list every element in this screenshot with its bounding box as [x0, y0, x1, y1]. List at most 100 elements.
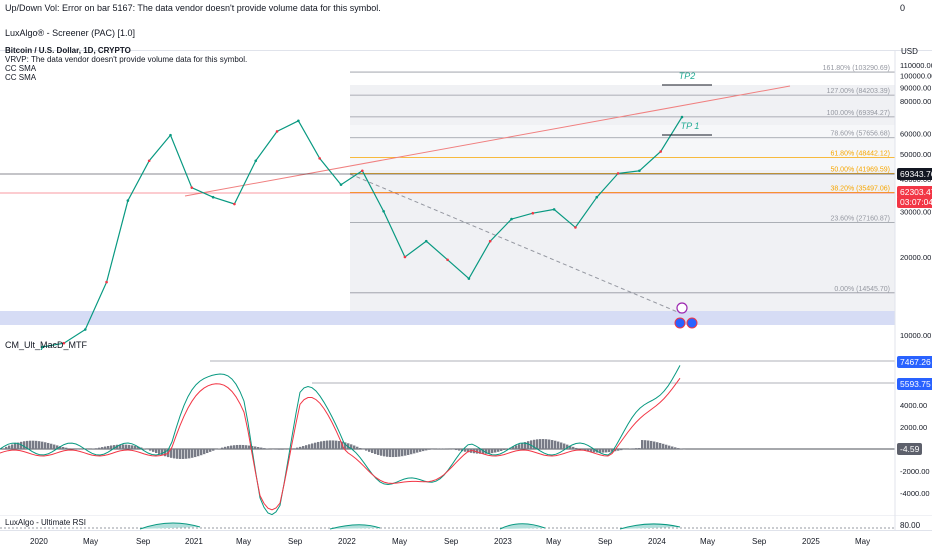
- macd-hist-bar: [458, 449, 460, 451]
- macd-hist-bar: [122, 445, 124, 449]
- macd-hist-bar: [95, 448, 97, 449]
- macd-hist-bar: [197, 449, 199, 456]
- macd-hist-bar: [185, 449, 187, 459]
- macd-hist-bar: [311, 443, 313, 449]
- lightning-icon[interactable]: [677, 303, 687, 313]
- macd-hist-bar: [209, 449, 211, 452]
- macd-hist-bar: [101, 447, 103, 449]
- price-chart[interactable]: 161.80% (103290.69) 127.00% (84203.39) 100…: [0, 50, 932, 350]
- price-point: [84, 328, 87, 331]
- macd-hist-bar: [497, 449, 499, 452]
- ath-price-badge: 69343.76: [897, 168, 932, 180]
- time-tick-label: 2021: [185, 537, 203, 546]
- macd-title[interactable]: CM_Ult_MacD_MTF: [5, 340, 87, 350]
- fib-level-label: 23.60% (27160.87): [830, 215, 890, 222]
- price-tick-label: 10000.00: [900, 331, 931, 340]
- macd-lines: [0, 365, 680, 514]
- macd-hist-bar: [329, 440, 331, 449]
- macd-hist-bar: [368, 449, 370, 452]
- macd-hist-bar: [242, 445, 244, 449]
- price-tick-label: 100000.00: [900, 72, 932, 81]
- macd-hist-bar: [200, 449, 202, 455]
- price-point: [340, 183, 343, 186]
- macd-hist-bar: [674, 447, 676, 449]
- price-point: [468, 277, 471, 280]
- price-point: [148, 159, 151, 162]
- macd-hist-bar: [551, 440, 553, 449]
- macd-hist-bar: [560, 442, 562, 449]
- macd-high-badge: 7467.26: [897, 356, 932, 368]
- macd-hist-bar: [110, 445, 112, 449]
- macd-hist-bar: [608, 449, 610, 452]
- macd-hist-bar: [182, 449, 184, 459]
- price-point: [233, 203, 236, 206]
- macd-hist-bar: [365, 449, 367, 451]
- macd-hist-bar: [245, 445, 247, 449]
- macd-hist-bar: [134, 446, 136, 449]
- price-tick-label: 50000.00: [900, 150, 931, 159]
- macd-zero-badge: -4.59: [897, 443, 922, 455]
- time-tick-label: Sep: [444, 537, 458, 546]
- volume-zero-tick: 0: [900, 3, 905, 13]
- bar-countdown-badge: 03:07:04: [897, 196, 932, 208]
- macd-hist-bar: [656, 442, 658, 449]
- macd-hist-bar: [662, 444, 664, 449]
- macd-hist-bar: [638, 448, 640, 449]
- fib-level-label: 161.80% (103290.69): [823, 65, 890, 72]
- macd-hist-bar: [521, 443, 523, 449]
- rsi-chart[interactable]: 80.00: [0, 515, 932, 530]
- price-point: [446, 259, 449, 262]
- macd-hist-bar: [407, 449, 409, 455]
- macd-hist-bar: [143, 448, 145, 449]
- macd-hist-bar: [494, 449, 496, 453]
- macd-hist-bar: [548, 440, 550, 449]
- macd-hist-bar: [464, 449, 466, 452]
- macd-hist-bar: [224, 447, 226, 449]
- price-point: [169, 134, 172, 137]
- macd-hist-bar: [632, 448, 634, 449]
- time-tick-label: Sep: [136, 537, 150, 546]
- macd-hist-bar: [5, 447, 7, 449]
- macd-tick-label: -2000.00: [900, 467, 930, 476]
- macd-hist-bar: [527, 441, 529, 449]
- macd-hist-bar: [14, 443, 16, 449]
- flag-icon[interactable]: [687, 318, 697, 328]
- macd-hist-bar: [53, 445, 55, 449]
- macd-hist-bar: [338, 441, 340, 449]
- macd-hist-bar: [47, 443, 49, 449]
- price-point: [617, 172, 620, 175]
- fib-level-label: 61.80% (48442.12): [830, 150, 890, 157]
- macd-hist-bar: [356, 447, 358, 449]
- macd-hist-bar: [275, 449, 277, 450]
- macd-hist-bar: [152, 449, 154, 452]
- fib-level-label: 127.00% (84203.39): [827, 88, 890, 95]
- flag-icon[interactable]: [675, 318, 685, 328]
- time-tick-label: May: [83, 537, 98, 546]
- macd-hist-bar: [371, 449, 373, 453]
- price-tick-label: 110000.00: [900, 61, 932, 70]
- macd-hist-bar: [401, 449, 403, 456]
- macd-hist-bar: [653, 442, 655, 449]
- time-tick-label: 2024: [648, 537, 666, 546]
- price-point: [191, 186, 194, 189]
- price-point: [318, 157, 321, 160]
- price-point: [361, 169, 364, 172]
- macd-hist-bar: [236, 445, 238, 449]
- macd-hist-bar: [317, 442, 319, 449]
- time-tick-label: 2023: [494, 537, 512, 546]
- macd-hist-bar: [263, 448, 265, 449]
- time-tick-label: Sep: [752, 537, 766, 546]
- price-point: [510, 218, 513, 221]
- macd-hist-bar: [32, 441, 34, 449]
- macd-mid-badge: 5593.75: [897, 378, 932, 390]
- screener-indicator-label[interactable]: LuxAlgo® - Screener (PAC) [1.0]: [5, 28, 135, 38]
- price-tick-label: 80000.00: [900, 97, 931, 106]
- price-point: [382, 210, 385, 213]
- macd-hist-bar: [284, 449, 286, 450]
- macd-hist-bar: [416, 449, 418, 453]
- price-point: [574, 226, 577, 229]
- time-tick-label: May: [546, 537, 561, 546]
- time-tick-label: Sep: [288, 537, 302, 546]
